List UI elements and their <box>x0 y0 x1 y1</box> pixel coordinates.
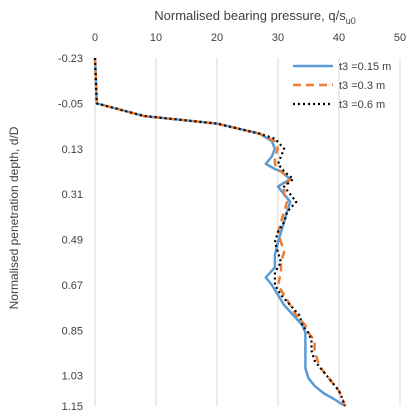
y-tick-label: 0.13 <box>62 144 83 156</box>
y-tick-label: 1.03 <box>62 371 83 383</box>
series-group <box>93 57 347 408</box>
x-tick-labels: 0 10 20 30 40 50 <box>92 32 406 44</box>
chart-title: Normalised bearing pressure, q/su0 <box>154 8 356 26</box>
y-tick-label: 0.31 <box>62 189 83 201</box>
y-tick-label: 1.15 <box>62 401 83 413</box>
series-line-2 <box>93 57 347 407</box>
x-tick-label: 40 <box>333 32 345 44</box>
legend-label-1: t3 =0.15 m <box>339 61 391 73</box>
y-tick-label: 0.67 <box>62 280 83 292</box>
x-tick-label: 30 <box>272 32 284 44</box>
y-tick-label: 0.49 <box>62 235 83 247</box>
x-tick-label: 50 <box>394 32 406 44</box>
y-tick-label: 0.85 <box>62 325 83 337</box>
chart-title-main: Normalised bearing pressure, q/s <box>154 8 346 23</box>
y-tick-labels: -0.23 -0.05 0.13 0.31 0.49 0.67 0.85 1.03 1.15 <box>58 53 83 413</box>
legend-label-3: t3 =0.6 m <box>339 99 385 111</box>
x-tick-label: 20 <box>211 32 223 44</box>
x-tick-label: 0 <box>92 32 98 44</box>
legend: t3 =0.15 m t3 =0.3 m t3 =0.6 m <box>293 61 391 111</box>
chart-title-subscript: u0 <box>346 16 356 26</box>
legend-label-2: t3 =0.3 m <box>339 80 385 92</box>
y-axis-label: Normalised penetration depth, d/D <box>7 126 21 309</box>
y-tick-label: -0.05 <box>58 98 83 110</box>
y-tick-label: -0.23 <box>58 53 83 65</box>
series-line-3 <box>93 57 347 407</box>
grid-lines <box>94 58 401 406</box>
series-line-1 <box>93 57 346 408</box>
x-tick-label: 10 <box>150 32 162 44</box>
